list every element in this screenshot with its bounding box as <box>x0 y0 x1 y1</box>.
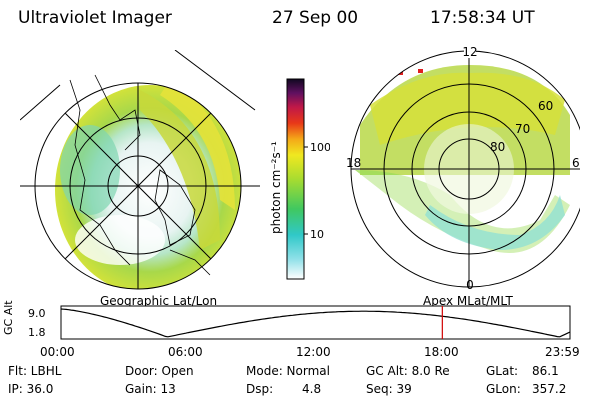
mlat-label-70: 70 <box>515 122 530 136</box>
colorbar-scale <box>286 78 305 280</box>
status-filter: Flt: LBHL <box>8 364 62 378</box>
colorbar-tick-100: 100 <box>310 141 330 154</box>
colorbar-label: photon cm⁻²s⁻¹ <box>269 141 283 234</box>
status-dsp-label: Dsp: <box>246 382 274 396</box>
orbit-xtick-2359: 23:59 <box>545 345 580 359</box>
time-label: 17:58:34 UT <box>430 8 535 28</box>
right-panel-caption: Apex MLat/MLT <box>423 294 513 308</box>
mlt-label-0: 0 <box>466 278 474 292</box>
date-label: 27 Sep 00 <box>272 8 359 28</box>
magnetic-polar-plot: 12 0 18 6 60 70 80 <box>346 45 580 292</box>
colorbar: photon cm⁻²s⁻¹ 100 10 <box>269 78 330 280</box>
orbit-ytick-low: 1.8 <box>28 326 46 339</box>
mlt-label-12: 12 <box>462 45 477 59</box>
mlat-label-80: 80 <box>490 140 505 154</box>
orbit-altitude-strip <box>60 305 571 340</box>
orbit-frame <box>60 305 571 340</box>
orbit-ytick-high: 9.0 <box>28 307 46 320</box>
status-glat-value: 86.1 <box>532 364 559 378</box>
orbit-xtick-1800: 18:00 <box>424 345 459 359</box>
status-door: Door: Open <box>125 364 194 378</box>
mlat-label-60: 60 <box>538 99 553 113</box>
status-dsp-value: 4.8 <box>302 382 322 396</box>
status-glon-value: 357.2 <box>532 382 567 396</box>
left-panel-caption: Geographic Lat/Lon <box>100 294 218 308</box>
orbit-xtick-0000: 00:00 <box>40 345 75 359</box>
orbit-xtick-0600: 06:00 <box>168 345 203 359</box>
mlt-label-6: 6 <box>572 156 580 170</box>
orbit-xtick-1200: 12:00 <box>296 345 331 359</box>
status-mode: Mode: Normal <box>246 364 330 378</box>
status-ip: IP: 36.0 <box>8 382 54 396</box>
geographic-aurora-image <box>20 50 260 290</box>
instrument-title: Ultraviolet Imager <box>18 8 172 28</box>
status-glon-label: GLon: <box>486 382 521 396</box>
orbit-altitude-curve <box>60 308 571 338</box>
mlt-label-18: 18 <box>346 156 361 170</box>
colorbar-tick-10: 10 <box>310 228 324 241</box>
status-sequence: Seq: 39 <box>366 382 412 396</box>
status-gc-altitude: GC Alt: 8.0 Re <box>366 364 450 378</box>
orbit-axis-label: GC Alt <box>2 300 15 335</box>
status-gain: Gain: 13 <box>125 382 176 396</box>
status-glat-label: GLat: <box>486 364 519 378</box>
